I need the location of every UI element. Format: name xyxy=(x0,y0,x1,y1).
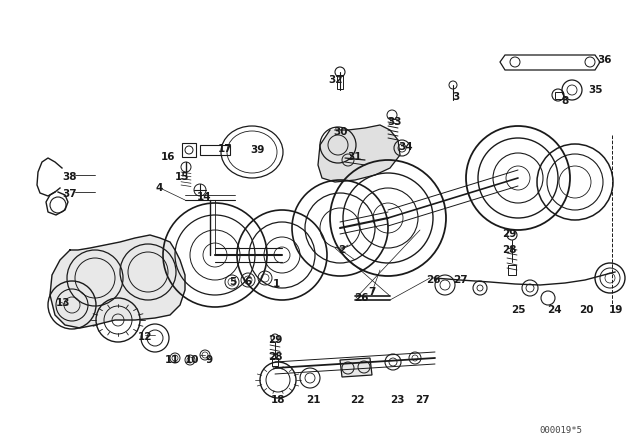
Text: 29: 29 xyxy=(502,229,516,239)
Text: 22: 22 xyxy=(350,395,365,405)
Text: 27: 27 xyxy=(415,395,429,405)
Text: 7: 7 xyxy=(368,287,376,297)
Text: 35: 35 xyxy=(588,85,602,95)
Bar xyxy=(555,92,563,99)
Text: 21: 21 xyxy=(306,395,321,405)
Bar xyxy=(272,358,278,366)
Text: 29: 29 xyxy=(268,335,282,345)
Text: 32: 32 xyxy=(328,75,342,85)
Polygon shape xyxy=(318,125,400,182)
Text: 8: 8 xyxy=(561,96,568,106)
Text: 36: 36 xyxy=(597,55,611,65)
Text: 33: 33 xyxy=(387,117,401,127)
Bar xyxy=(337,75,343,89)
Text: 28: 28 xyxy=(268,352,282,362)
Text: 6: 6 xyxy=(244,277,252,287)
Text: 28: 28 xyxy=(502,245,516,255)
Text: 34: 34 xyxy=(398,142,413,152)
Text: 14: 14 xyxy=(197,192,212,202)
Text: 23: 23 xyxy=(390,395,404,405)
Text: 17: 17 xyxy=(218,144,232,154)
Polygon shape xyxy=(340,358,372,377)
Text: 30: 30 xyxy=(333,127,348,137)
Text: 20: 20 xyxy=(579,305,593,315)
Text: 38: 38 xyxy=(62,172,77,182)
Polygon shape xyxy=(50,235,185,328)
Text: 24: 24 xyxy=(547,305,562,315)
Text: 13: 13 xyxy=(56,298,70,308)
Bar xyxy=(508,265,516,275)
Text: 3: 3 xyxy=(452,92,460,102)
Text: 1: 1 xyxy=(273,279,280,289)
Text: 19: 19 xyxy=(609,305,623,315)
Bar xyxy=(182,143,196,157)
Text: 27: 27 xyxy=(453,275,468,285)
Text: 37: 37 xyxy=(62,189,77,199)
Text: 000019*5: 000019*5 xyxy=(540,426,582,435)
Text: 26: 26 xyxy=(426,275,440,285)
Text: 5: 5 xyxy=(229,277,236,287)
Text: 25: 25 xyxy=(511,305,525,315)
Text: 18: 18 xyxy=(271,395,285,405)
Text: 9: 9 xyxy=(205,355,212,365)
Text: 39: 39 xyxy=(250,145,264,155)
Text: 12: 12 xyxy=(138,332,152,342)
Text: 4: 4 xyxy=(156,183,163,193)
Text: 11: 11 xyxy=(165,355,179,365)
Text: 16: 16 xyxy=(161,152,175,162)
Text: 10: 10 xyxy=(185,355,200,365)
Text: 2: 2 xyxy=(338,245,345,255)
Text: 31: 31 xyxy=(347,152,362,162)
Bar xyxy=(200,145,230,155)
Text: 15: 15 xyxy=(175,172,189,182)
Text: 26: 26 xyxy=(354,293,369,303)
